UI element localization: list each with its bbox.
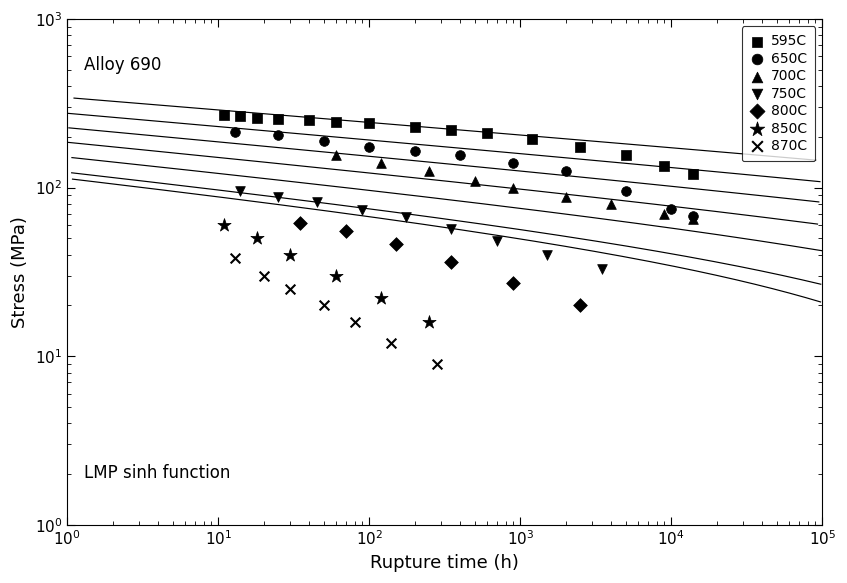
Text: LMP sinh function: LMP sinh function — [85, 463, 230, 482]
870C — [257, 271, 270, 280]
700C — [468, 176, 482, 185]
700C — [329, 151, 342, 160]
800C — [445, 258, 458, 267]
870C — [229, 254, 242, 263]
700C — [559, 192, 573, 202]
750C — [272, 192, 285, 202]
750C — [595, 264, 609, 273]
800C — [389, 240, 402, 249]
595C — [234, 111, 247, 121]
850C — [329, 271, 342, 280]
595C — [687, 170, 700, 179]
850C — [250, 234, 263, 243]
X-axis label: Rupture time (h): Rupture time (h) — [370, 554, 519, 572]
750C — [490, 237, 504, 246]
Text: Alloy 690: Alloy 690 — [85, 57, 162, 75]
750C — [356, 205, 369, 215]
870C — [430, 359, 444, 368]
650C — [272, 131, 285, 140]
870C — [317, 301, 330, 310]
650C — [229, 127, 242, 136]
700C — [687, 215, 700, 224]
750C — [310, 198, 324, 207]
650C — [619, 187, 633, 196]
650C — [453, 151, 467, 160]
850C — [423, 317, 436, 326]
700C — [605, 199, 618, 209]
800C — [507, 279, 520, 288]
800C — [294, 218, 307, 227]
595C — [619, 151, 633, 160]
850C — [218, 220, 231, 230]
850C — [374, 294, 388, 303]
700C — [374, 158, 388, 167]
650C — [559, 167, 573, 176]
595C — [329, 117, 342, 127]
750C — [445, 224, 458, 233]
Y-axis label: Stress (MPa): Stress (MPa) — [11, 216, 29, 328]
595C — [445, 125, 458, 135]
800C — [573, 301, 587, 310]
750C — [540, 250, 554, 259]
750C — [234, 187, 247, 196]
650C — [408, 146, 422, 156]
870C — [348, 317, 362, 326]
Legend: 595C, 650C, 700C, 750C, 800C, 850C, 870C: 595C, 650C, 700C, 750C, 800C, 850C, 870C — [742, 26, 816, 161]
595C — [657, 161, 671, 170]
700C — [657, 209, 671, 219]
870C — [385, 338, 398, 347]
595C — [272, 114, 285, 124]
850C — [284, 250, 297, 259]
595C — [302, 116, 316, 125]
700C — [423, 167, 436, 176]
595C — [218, 110, 231, 120]
595C — [525, 134, 539, 143]
595C — [250, 113, 263, 122]
750C — [399, 212, 412, 222]
595C — [480, 129, 494, 138]
595C — [408, 122, 422, 131]
870C — [284, 285, 297, 294]
800C — [339, 227, 352, 236]
700C — [507, 183, 520, 192]
650C — [317, 136, 330, 145]
650C — [687, 211, 700, 220]
595C — [573, 142, 587, 151]
650C — [507, 158, 520, 167]
650C — [664, 204, 678, 213]
595C — [363, 119, 376, 128]
650C — [363, 142, 376, 151]
